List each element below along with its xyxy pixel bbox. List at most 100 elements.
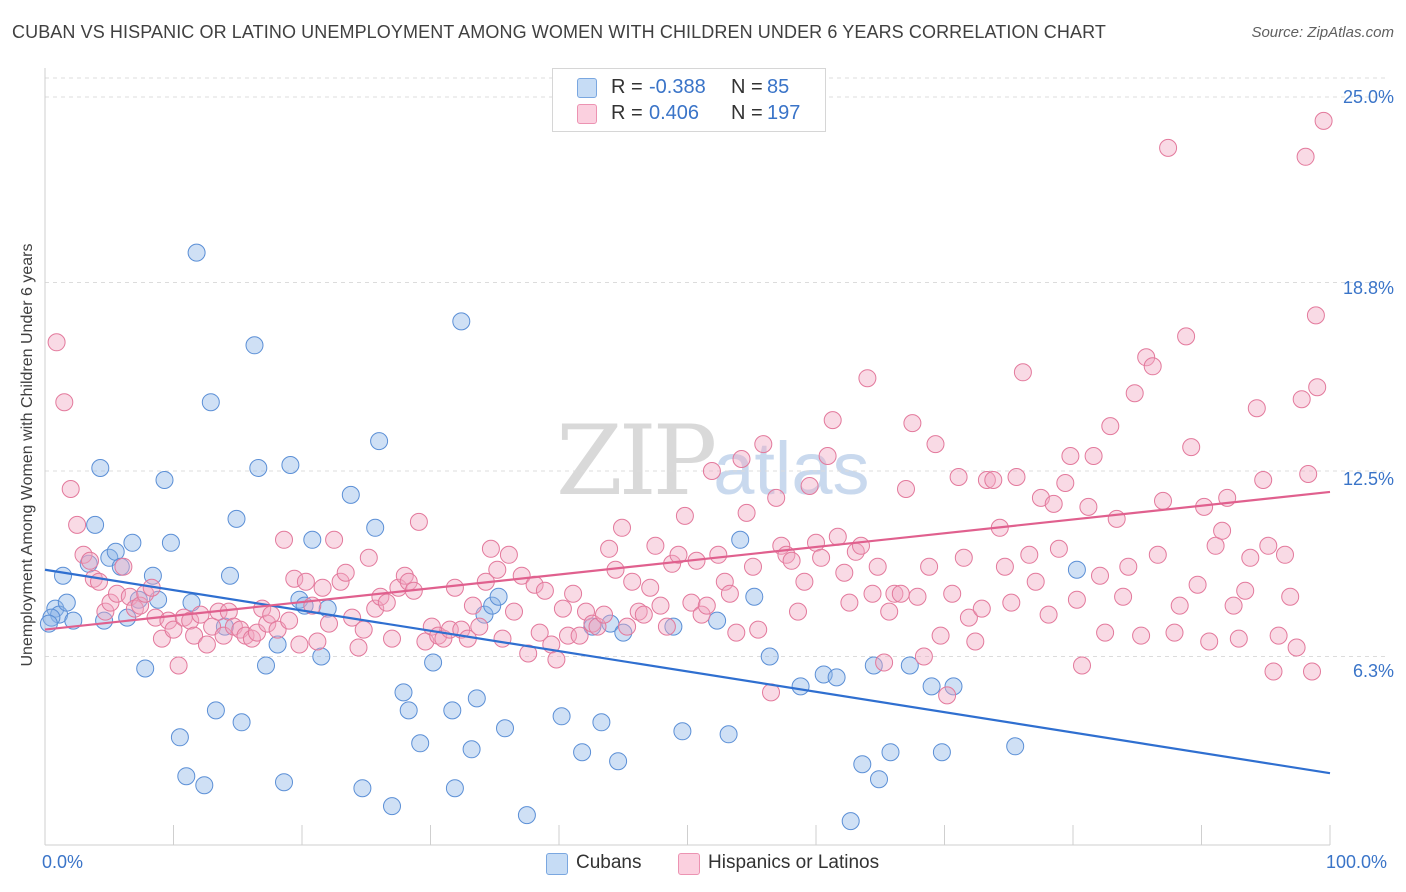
hispanic-point	[1292, 390, 1311, 409]
hispanic-point	[1148, 545, 1167, 564]
cuban-point	[922, 677, 941, 696]
hispanic-point	[1224, 596, 1243, 615]
hispanic-point	[1306, 306, 1325, 325]
hispanic-point	[863, 584, 882, 603]
cuban-point	[827, 668, 846, 687]
y-tick-label-6-3: 6.3%	[1352, 661, 1394, 681]
hispanic-point	[1020, 545, 1039, 564]
hispanic-point	[1154, 491, 1172, 510]
chart-title: CUBAN VS HISPANIC OR LATINO UNEMPLOYMENT…	[12, 22, 1106, 42]
x-tick-label-min: 0.0%	[42, 852, 84, 872]
bottom-legend-swatch-cubans	[546, 853, 568, 875]
cuban-point	[249, 459, 268, 477]
cuban-point	[281, 456, 300, 474]
cuban-point	[760, 647, 779, 666]
hispanic-point	[383, 629, 401, 648]
hispanic-point	[125, 599, 144, 618]
hispanic-point	[943, 584, 962, 603]
y-tick-label-25: 25.0%	[1342, 87, 1394, 107]
x-tick-label-max: 100.0%	[1326, 852, 1388, 872]
hispanic-point	[547, 650, 566, 669]
hispanic-point	[481, 539, 500, 558]
hispanic-point	[81, 551, 99, 570]
hispanic-point	[120, 587, 139, 606]
hispanic-point	[1096, 623, 1115, 642]
watermark-atlas: atlas	[713, 427, 870, 510]
hispanic-point	[767, 488, 786, 507]
cuban-point	[944, 677, 963, 696]
hispanic-point	[828, 527, 847, 546]
hispanic-point	[463, 596, 482, 615]
hispanic-point	[570, 626, 589, 645]
cuban-point	[864, 656, 883, 675]
watermark-zip: ZIP	[556, 405, 717, 517]
cuban-point	[366, 518, 385, 537]
legend-n-label-cubans: N =	[731, 76, 763, 98]
hispanic-point	[1213, 521, 1232, 540]
cuban-point	[791, 677, 810, 696]
legend-r-label-hispanics: R =	[611, 102, 643, 124]
cuban-point	[155, 471, 174, 489]
hispanic-point	[754, 435, 773, 454]
hispanic-point	[1165, 623, 1184, 642]
cuban-point	[853, 755, 872, 774]
hispanic-point	[1067, 590, 1086, 609]
hispanic-point	[1281, 587, 1300, 606]
hispanic-point	[1229, 629, 1248, 648]
cuban-point	[383, 797, 401, 816]
hispanic-point	[1296, 147, 1315, 166]
hispanic-trend-line	[44, 490, 1331, 631]
hispanic-point	[977, 471, 996, 489]
hispanic-point	[1056, 474, 1075, 492]
hispanic-point	[320, 614, 338, 633]
hispanic-point	[875, 653, 894, 672]
legend-r-label-cubans: R =	[611, 76, 643, 98]
hispanic-point	[90, 572, 108, 591]
cuban-point	[609, 752, 628, 771]
hispanic-point	[470, 617, 489, 636]
hispanic-point	[1254, 471, 1273, 489]
chart-source: Source: ZipAtlas.com	[1251, 24, 1394, 41]
cuban-point	[86, 515, 105, 534]
hispanic-point	[488, 560, 507, 579]
cuban-point	[664, 617, 683, 636]
cuban-point	[206, 701, 225, 720]
hispanic-point	[651, 596, 670, 615]
hispanic-point	[409, 512, 428, 531]
hispanic-point	[101, 593, 120, 612]
cuban-point	[592, 713, 611, 732]
cuban-point	[841, 812, 860, 831]
cuban-point	[517, 806, 536, 825]
hispanic-point	[564, 584, 583, 603]
hispanic-point	[938, 686, 957, 705]
cuban-point	[445, 779, 464, 798]
hispanic-point	[732, 450, 751, 468]
hispanic-point	[452, 620, 471, 639]
hispanic-point	[1013, 363, 1032, 382]
hispanic-point	[68, 515, 87, 534]
hispanic-point	[737, 503, 756, 522]
hispanic-point	[1039, 605, 1058, 624]
cuban-point	[443, 701, 462, 720]
hispanic-point	[595, 605, 613, 624]
hispanic-point	[800, 477, 819, 495]
bottom-legend-label-cubans: Cubans	[576, 852, 642, 873]
cuban-point	[54, 566, 72, 585]
cuban-point	[303, 530, 322, 549]
hispanic-point	[114, 557, 133, 576]
cuban-point	[353, 779, 372, 798]
hispanic-point	[1125, 384, 1144, 403]
cuban-point	[161, 533, 180, 552]
cuban-point	[573, 743, 592, 762]
hispanic-point	[715, 572, 734, 591]
bottom-legend-label-hispanics: Hispanics or Latinos	[708, 852, 880, 873]
hispanic-point	[744, 557, 762, 576]
cuban-point	[708, 611, 727, 630]
cuban-point	[462, 740, 481, 759]
hispanic-point	[359, 548, 378, 567]
hispanic-point	[600, 539, 619, 558]
cuban-point	[187, 243, 206, 262]
hispanic-point	[280, 611, 299, 630]
cuban-point	[57, 593, 76, 612]
hispanic-point	[1303, 662, 1321, 681]
